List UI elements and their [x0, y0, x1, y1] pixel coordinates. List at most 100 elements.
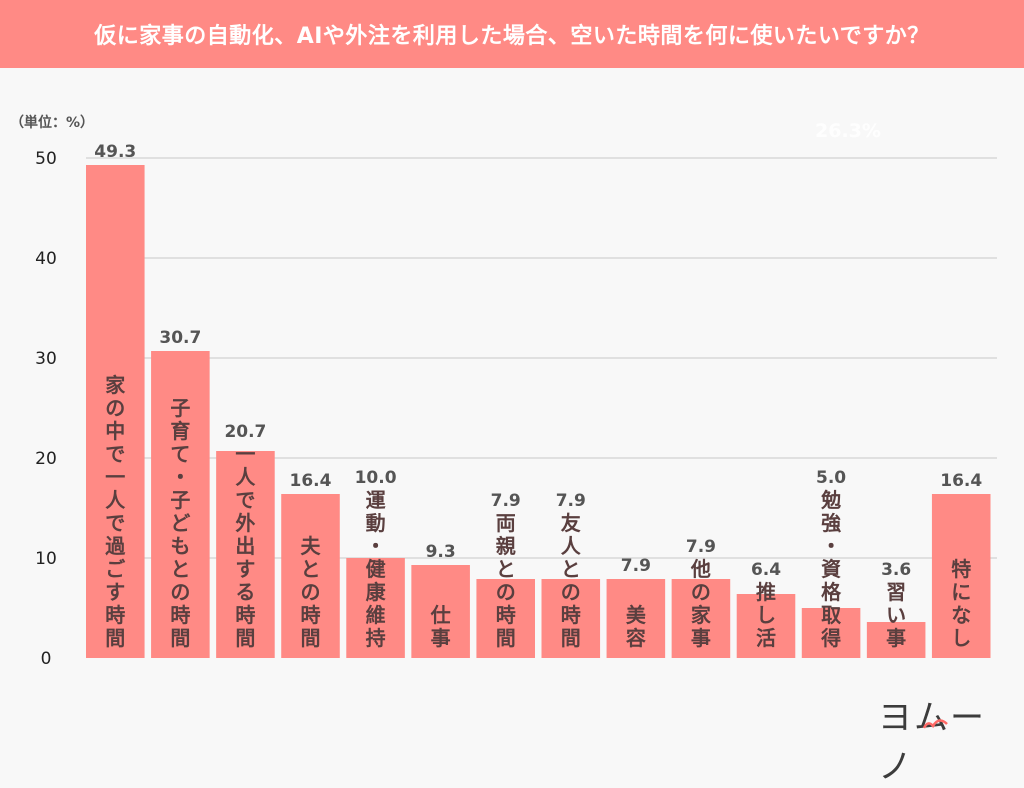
category-label-char: の: [105, 396, 125, 420]
category-label-char: 動: [366, 511, 386, 535]
category-label-char: 取: [821, 603, 841, 627]
category-label-char: 他: [690, 557, 711, 581]
category-label-char: 出: [235, 534, 255, 558]
category-label-char: 間: [105, 626, 125, 650]
category-label-char: 時: [496, 603, 516, 627]
bar: [281, 494, 340, 658]
value-label: 5.0: [816, 468, 846, 488]
category-label-char: な: [951, 603, 971, 627]
labels: 49.3家の中で一人で過ごす時間30.7子育て・子どもとの時間20.7一人で外出…: [94, 142, 982, 650]
faint-annotation: 26.3%: [815, 120, 881, 142]
category-label-char: 勉: [820, 488, 841, 512]
category-label-char: 親: [496, 534, 516, 558]
category-label-char: 家: [105, 373, 126, 397]
value-label: 7.9: [556, 491, 586, 511]
category-label-char: 特: [951, 557, 971, 581]
category-label-char: の: [170, 580, 190, 604]
category-label-char: 友: [561, 511, 581, 535]
category-label-char: 維: [366, 603, 386, 627]
value-label: 3.6: [881, 560, 911, 580]
category-label-char: で: [105, 442, 125, 466]
category-label-char: 間: [170, 626, 190, 650]
category-label-char: し: [756, 603, 776, 627]
category-label-char: 資: [821, 557, 841, 581]
category-label-char: と: [170, 557, 190, 581]
bar: [411, 565, 470, 658]
bar: [86, 165, 145, 658]
category-label: 友人との時間: [561, 511, 582, 650]
y-tick-label: 30: [35, 349, 57, 369]
y-tick-label: 20: [35, 449, 57, 469]
category-label-char: 時: [170, 603, 190, 627]
y-tick-label: 50: [35, 149, 57, 169]
category-label-char: ・: [821, 534, 841, 558]
category-label-char: で: [235, 488, 255, 512]
category-label-char: 推: [756, 580, 776, 604]
bar: [216, 451, 275, 658]
category-label-char: 間: [235, 626, 255, 650]
category-label-char: 習: [886, 580, 906, 604]
category-label-char: ご: [105, 557, 125, 581]
logo-heart-accent: [922, 719, 948, 729]
category-label: 両親との時間: [496, 511, 516, 650]
category-label-char: と: [561, 557, 581, 581]
category-label-char: ・: [366, 534, 386, 558]
y-tick-label: 0: [41, 649, 52, 669]
logo: ヨムーノ: [878, 690, 988, 787]
category-label-char: 人: [105, 488, 126, 512]
bar: [866, 622, 926, 658]
category-label-char: 健: [366, 557, 386, 581]
yomuno-logo-icon: [922, 719, 948, 729]
category-label-char: の: [691, 580, 711, 604]
category-label-char: ・: [170, 465, 190, 489]
category-label-char: 中: [105, 419, 125, 443]
bar: [671, 579, 731, 658]
category-label-char: ど: [170, 511, 190, 535]
category-label: 運動・健康維持: [366, 488, 387, 650]
category-label-char: て: [170, 442, 190, 466]
category-label-char: で: [105, 511, 125, 535]
category-label-char: 持: [366, 626, 386, 650]
bar: [801, 608, 861, 658]
value-label: 49.3: [94, 142, 136, 162]
category-label-char: の: [301, 580, 321, 604]
category-label: 夫との時間: [301, 534, 322, 650]
category-label-char: 子: [170, 488, 190, 512]
category-label: 子育て・子どもとの時間: [170, 396, 190, 650]
category-label-char: 過: [105, 534, 126, 558]
category-label-char: 人: [235, 465, 256, 489]
category-label: 他の家事: [690, 557, 712, 650]
category-label: 仕事: [430, 603, 451, 650]
category-label-char: 事: [691, 626, 711, 650]
category-label-char: る: [235, 580, 255, 604]
category-label-char: 時: [301, 603, 321, 627]
category-label: 推し活: [756, 580, 776, 650]
category-label-char: 事: [431, 626, 451, 650]
value-label: 10.0: [355, 468, 397, 488]
value-label: 20.7: [224, 422, 266, 442]
category-label-char: 運: [366, 488, 386, 512]
category-label-char: も: [170, 534, 190, 558]
category-label-char: い: [886, 603, 906, 627]
value-label: 30.7: [159, 328, 201, 348]
category-label: 家の中で一人で過ごす時間: [105, 373, 126, 650]
category-label-char: 間: [561, 626, 581, 650]
category-label-char: 格: [821, 580, 842, 604]
category-label: 特になし: [951, 557, 971, 650]
category-label-char: と: [301, 557, 321, 581]
chart-title: 仮に家事の自動化、AIや外注を利用した場合、空いた時間を何に使いたいですか？: [94, 24, 930, 49]
category-label: 習い事: [886, 580, 906, 650]
category-label-char: 人: [561, 534, 582, 558]
category-label: 勉強・資格取得: [820, 488, 842, 650]
value-label: 16.4: [290, 471, 332, 491]
category-label: 美容: [626, 603, 647, 650]
y-axis-ticks: 0 10 20 30 40 50: [35, 149, 57, 669]
category-label-char: 外: [235, 511, 255, 535]
value-label: 9.3: [426, 542, 456, 562]
unit-label: （単位：%）: [10, 115, 95, 131]
value-label: 16.4: [940, 471, 982, 491]
bar: [931, 494, 991, 658]
category-label-char: 容: [626, 626, 646, 650]
category-label-char: 家: [691, 603, 712, 627]
